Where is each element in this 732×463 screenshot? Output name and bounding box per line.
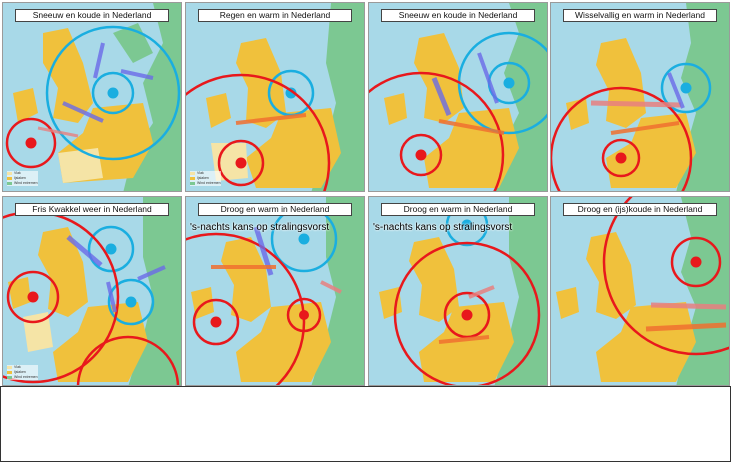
weather-map-panel-7: Droog en warm in Nederland 's-nachts kan… — [368, 196, 548, 386]
panel-title: Regen en warm in Nederland — [198, 9, 352, 22]
panel-title: Droog en warm in Nederland — [381, 203, 535, 216]
legend-swatch — [7, 177, 12, 180]
weather-map-3 — [369, 3, 547, 191]
legend-label: Vlak — [197, 171, 204, 175]
legend-swatch — [7, 366, 12, 369]
legend-swatch — [190, 172, 195, 175]
legend-swatch — [7, 376, 12, 379]
legend-item: Vlak — [7, 365, 38, 370]
legend-item: Wind extremen — [7, 375, 38, 380]
weather-map-4 — [551, 3, 729, 191]
legend-item: Vlak — [7, 171, 38, 176]
legend-label: Wind extremen — [14, 181, 38, 185]
weather-panel-grid: Sneeuw en koude in Nederland Vlak Ijslak… — [2, 2, 730, 386]
weather-map-panel-8: Droog en (ijs)koude in Nederland — [550, 196, 730, 386]
legend-label: Vlak — [14, 171, 21, 175]
weather-map-panel-3: Sneeuw en koude in Nederland — [368, 2, 548, 192]
weather-map-panel-1: Sneeuw en koude in Nederland Vlak Ijslak… — [2, 2, 182, 192]
weather-map-panel-4: Wisselvallig en warm in Nederland — [550, 2, 730, 192]
legend-swatch — [7, 182, 12, 185]
legend-item: Ijslaken — [7, 370, 38, 375]
legend-item: Wind extremen — [7, 181, 38, 186]
panel-title: Sneeuw en koude in Nederland — [15, 9, 169, 22]
map-legend: Vlak Ijslaken Wind extremen — [190, 171, 221, 186]
panel-note: 's-nachts kans op stralingsvorst — [190, 222, 330, 233]
legend-label: Wind extremen — [14, 375, 38, 379]
legend-swatch — [7, 371, 12, 374]
weather-map-6 — [186, 197, 364, 385]
legend-item: Ijslaken — [190, 176, 221, 181]
panel-title: Droog en warm in Nederland — [198, 203, 352, 216]
weather-map-1 — [3, 3, 181, 191]
legend-item: Vlak — [190, 171, 221, 176]
weather-map-2 — [186, 3, 364, 191]
legend-label: Vlak — [14, 365, 21, 369]
map-legend: Vlak Ijslaken Wind extremen — [7, 365, 38, 380]
legend-swatch — [7, 172, 12, 175]
legend-label: Ijslaken — [197, 176, 209, 180]
weather-map-5 — [3, 197, 181, 385]
legend-swatch — [190, 182, 195, 185]
legend-swatch — [190, 177, 195, 180]
weather-map-7 — [369, 197, 547, 385]
legend-item: Wind extremen — [190, 181, 221, 186]
weather-map-panel-2: Regen en warm in Nederland Vlak Ijslaken… — [185, 2, 365, 192]
weather-map-8 — [551, 197, 729, 385]
weather-map-panel-5: Fris Kwakkel weer in Nederland Vlak Ijsl… — [2, 196, 182, 386]
legend-label: Wind extremen — [197, 181, 221, 185]
map-legend: Vlak Ijslaken Wind extremen — [7, 171, 38, 186]
panel-title: Droog en (ijs)koude in Nederland — [563, 203, 717, 216]
panel-title: Wisselvallig en warm in Nederland — [563, 9, 717, 22]
panel-title: Fris Kwakkel weer in Nederland — [15, 203, 169, 216]
legend-label: Ijslaken — [14, 176, 26, 180]
blank-bottom-area — [0, 386, 731, 462]
panel-title: Sneeuw en koude in Nederland — [381, 9, 535, 22]
panel-note: 's-nachts kans op stralingsvorst — [373, 222, 513, 233]
legend-label: Ijslaken — [14, 370, 26, 374]
weather-map-panel-6: Droog en warm in Nederland 's-nachts kan… — [185, 196, 365, 386]
legend-item: Ijslaken — [7, 176, 38, 181]
